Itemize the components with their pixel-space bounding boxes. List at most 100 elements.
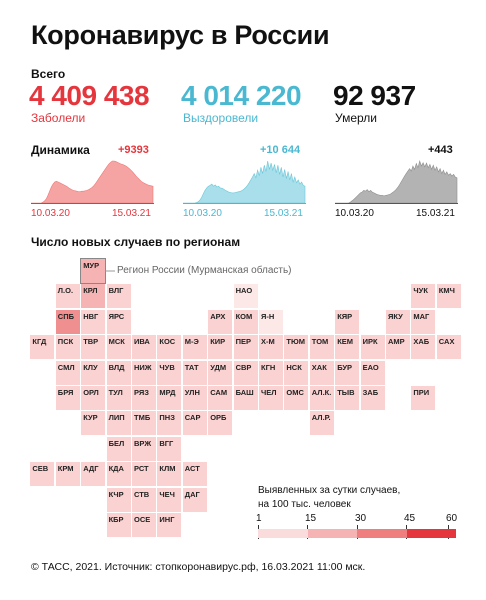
legend-tick-label: 60 [446, 513, 458, 524]
region-tile-НВГ: НВГ [81, 309, 106, 334]
deaths-label: Умерли [335, 111, 377, 125]
region-tile-ЯКУ: ЯКУ [386, 309, 410, 334]
region-tile-ХАК: ХАК [309, 360, 334, 385]
region-tile-КЕМ: КЕМ [335, 335, 360, 360]
infected-delta: +9393 [118, 144, 149, 156]
region-tile-ВГГ: ВГГ [157, 436, 182, 461]
region-tile-НИЖ: НИЖ [132, 360, 156, 385]
region-tile-МУР: МУР [80, 258, 107, 284]
region-tile-М-Э: М-Э [182, 335, 207, 360]
recovered-delta: +10 644 [260, 144, 301, 156]
legend-tick-label: 15 [305, 513, 317, 524]
infected-start-date: 10.03.20 [31, 208, 70, 219]
region-tile-АМР: АМР [386, 335, 410, 360]
region-tile-ОРБ: ОРБ [208, 411, 233, 436]
region-tile-ОРЛ: ОРЛ [81, 386, 106, 410]
region-tile-КУР: КУР [81, 411, 106, 436]
region-tile-БУР: БУР [335, 360, 360, 385]
legend-title: Выявленных за сутки случаев, на 100 тыс.… [258, 484, 400, 512]
region-tile-ЯРС: ЯРС [106, 309, 131, 334]
region-tile-КОС: КОС [157, 335, 182, 360]
region-tile-САМ: САМ [208, 386, 233, 410]
region-tile-СВР: СВР [233, 360, 258, 385]
sparkline-area [31, 160, 154, 204]
region-tile-АЛ.К.: АЛ.К. [309, 386, 334, 410]
region-tile-ЧУК: ЧУК [411, 284, 436, 309]
callout-line [105, 270, 115, 272]
region-tile-НАО: НАО [233, 284, 258, 309]
page-title: Коронавирус в России [31, 20, 330, 50]
infected-end-date: 15.03.21 [112, 208, 151, 219]
region-tile-АСТ: АСТ [182, 462, 207, 487]
region-tile-ОМС: ОМС [284, 386, 309, 410]
region-tile-ТМБ: ТМБ [132, 411, 156, 436]
dynamics-label: Динамика [31, 143, 90, 157]
region-tile-МАГ: МАГ [411, 309, 436, 334]
region-tile-КГД: КГД [30, 335, 55, 360]
region-tile-ВРЖ: ВРЖ [132, 436, 156, 461]
sparkline-area [183, 160, 306, 204]
region-tile-КЧР: КЧР [106, 487, 131, 512]
region-tile-КРЛ: КРЛ [81, 284, 106, 309]
deaths-sparkline [335, 159, 458, 204]
region-tile-ИРК: ИРК [360, 335, 385, 360]
region-tile-СПБ: СПБ [55, 309, 80, 334]
recovered-end-date: 15.03.21 [264, 208, 303, 219]
infected-total: 4 409 438 [29, 80, 150, 111]
region-tile-ЛИП: ЛИП [106, 411, 131, 436]
legend-tick-label: 30 [355, 513, 367, 524]
region-tile-ЧЕЧ: ЧЕЧ [157, 487, 182, 512]
deaths-end-date: 15.03.21 [416, 208, 455, 219]
region-tile-ВЛД: ВЛД [106, 360, 131, 385]
region-tile-КГН: КГН [259, 360, 283, 385]
region-tile-ТОМ: ТОМ [309, 335, 334, 360]
legend-title-line2: на 100 тыс. человек [258, 499, 351, 510]
legend-scale: 1 15 30 45 60 [256, 513, 458, 539]
region-tile-БАШ: БАШ [233, 386, 258, 410]
deaths-total: 92 937 [333, 80, 416, 111]
region-tile-ТАТ: ТАТ [182, 360, 207, 385]
region-tile-КРМ: КРМ [55, 462, 80, 487]
legend-color-segment [258, 529, 308, 538]
region-tile-Х-М: Х-М [259, 335, 283, 360]
region-tile-Л.О.: Л.О. [55, 284, 80, 309]
region-tile-КЯР: КЯР [335, 309, 360, 334]
region-tile-КБР: КБР [106, 513, 131, 537]
region-tile-КДА: КДА [106, 462, 131, 487]
region-tile-ТЫВ: ТЫВ [335, 386, 360, 410]
recovered-start-date: 10.03.20 [183, 208, 222, 219]
deaths-delta: +443 [428, 144, 453, 156]
recovered-total: 4 014 220 [181, 80, 302, 111]
region-tile-УДМ: УДМ [208, 360, 233, 385]
region-tile-ОСЕ: ОСЕ [132, 513, 156, 537]
region-tile-БРЯ: БРЯ [55, 386, 80, 410]
region-tile-КЛМ: КЛМ [157, 462, 182, 487]
region-tile-АЛ.Р.: АЛ.Р. [309, 411, 334, 436]
region-tile-БЕЛ: БЕЛ [106, 436, 131, 461]
region-tile-ТВР: ТВР [81, 335, 106, 360]
region-tile-ВЛГ: ВЛГ [106, 284, 131, 309]
legend-color-segment [307, 529, 357, 538]
legend-color-segment [406, 529, 456, 538]
region-tile-СЕВ: СЕВ [30, 462, 55, 487]
region-tile-ПСК: ПСК [55, 335, 80, 360]
region-tile-ДАГ: ДАГ [182, 487, 207, 512]
deaths-start-date: 10.03.20 [335, 208, 374, 219]
legend-tick-label: 45 [404, 513, 416, 524]
region-tile-РЯЗ: РЯЗ [132, 386, 156, 410]
region-tile-КМЧ: КМЧ [436, 284, 461, 309]
region-tile-РСТ: РСТ [132, 462, 156, 487]
footer-source: © ТАСС, 2021. Источник: стопкоронавирус.… [31, 561, 366, 573]
region-tile-ИВА: ИВА [132, 335, 156, 360]
recovered-sparkline [183, 160, 306, 204]
region-tile-АДГ: АДГ [81, 462, 106, 487]
region-tile-ТУЛ: ТУЛ [106, 386, 131, 410]
recovered-label: Выздоровели [183, 111, 259, 125]
region-tile-МРД: МРД [157, 386, 182, 410]
region-tile-НСК: НСК [284, 360, 309, 385]
region-tile-МСК: МСК [106, 335, 131, 360]
legend-title-line1: Выявленных за сутки случаев, [258, 485, 401, 496]
region-tile-КИР: КИР [208, 335, 233, 360]
legend-color-segment [357, 529, 407, 538]
legend-tick-label: 1 [256, 513, 262, 524]
